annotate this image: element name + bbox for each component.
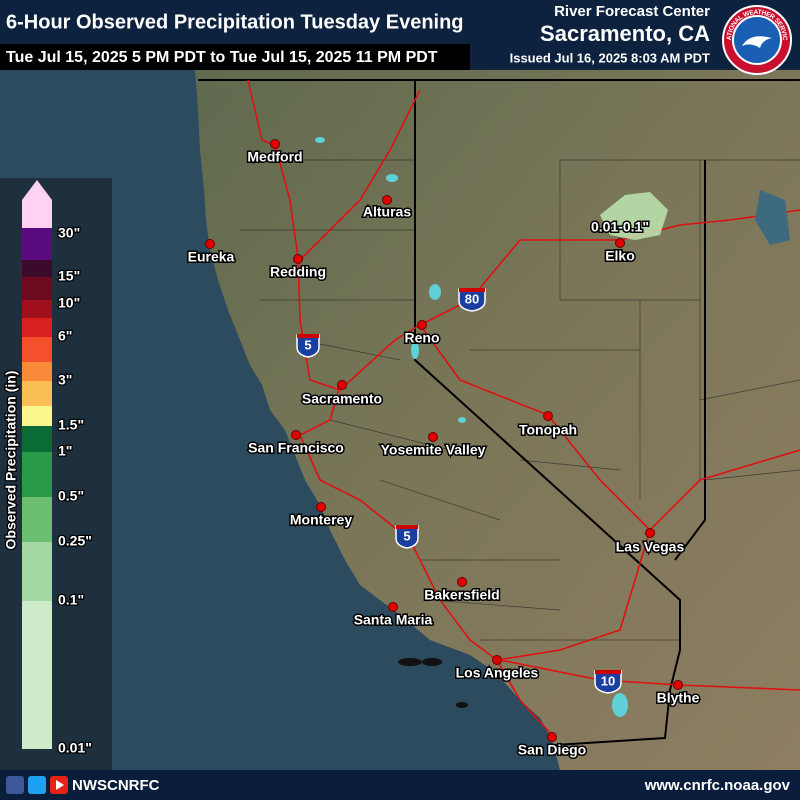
shield-label: 5 (403, 528, 410, 543)
city-label: Los Angeles (456, 665, 539, 681)
highway-shields: 5 80 5 10 (296, 288, 622, 694)
city-label: Sacramento (302, 391, 382, 407)
city-label: Las Vegas (616, 539, 685, 555)
legend-label: 0.5" (58, 488, 84, 504)
center-name: Sacramento, CA (540, 21, 710, 46)
precip-annotation: 0.01-0.1" (591, 219, 649, 235)
city-label: Blythe (657, 690, 700, 706)
city-marker (543, 411, 553, 421)
shield-label: 80 (465, 291, 479, 306)
legend-label: 3" (58, 372, 72, 388)
social-icons[interactable] (6, 776, 68, 794)
legend-label: 0.1" (58, 592, 84, 608)
islands (398, 658, 468, 708)
city-marker (673, 680, 683, 690)
city-marker (428, 432, 438, 442)
city-marker (388, 602, 398, 612)
city-marker (615, 238, 625, 248)
legend-label: 30" (58, 225, 80, 241)
city-marker (457, 577, 467, 587)
legend-label: 0.25" (58, 533, 92, 549)
legend-title: Observed Precipitation (in) (3, 371, 19, 550)
city-marker (645, 528, 655, 538)
lakes (315, 137, 628, 717)
legend-label: 6" (58, 328, 72, 344)
shield: 80 (458, 288, 486, 312)
shield: 5 (395, 525, 419, 549)
city-label: Alturas (363, 204, 411, 220)
land (195, 68, 800, 770)
city-marker (492, 655, 502, 665)
city-marker (316, 502, 326, 512)
city-label: Medford (247, 149, 302, 165)
city-label: Yosemite Valley (381, 442, 486, 458)
city-label: Eureka (188, 249, 235, 265)
period-bar (0, 44, 470, 70)
center-label: River Forecast Center (554, 3, 710, 20)
city-marker (270, 139, 280, 149)
legend-labels: 30" 15" 10" 6" 3" 1.5" 1" 0.5" 0.25" 0.1… (57, 223, 93, 757)
salt-lake (755, 190, 790, 245)
shield: 10 (594, 670, 622, 694)
city-label: Redding (270, 264, 326, 280)
legend-panel (0, 178, 112, 770)
city-label: Bakersfield (424, 587, 499, 603)
precip-area (600, 192, 668, 240)
city-marker (547, 732, 557, 742)
legend-label: 0.01" (58, 740, 92, 756)
shield-label: 5 (304, 337, 311, 352)
legend-label: 1.5" (58, 417, 84, 433)
city-marker (417, 320, 427, 330)
city-label: Tonopah (519, 422, 577, 438)
legend-scale (22, 180, 52, 749)
city-marker (382, 195, 392, 205)
city-label: San Diego (518, 742, 586, 758)
city-label: Monterey (290, 512, 352, 528)
cities: Medford Eureka Alturas Redding Reno Sacr… (186, 139, 701, 759)
city-marker (291, 430, 301, 440)
issued: Issued Jul 16, 2025 8:03 AM PDT (510, 50, 710, 65)
city-label: San Francisco (248, 440, 344, 456)
city-marker (337, 380, 347, 390)
twitter-icon[interactable] (28, 776, 46, 794)
period: Tue Jul 15, 2025 5 PM PDT to Tue Jul 15,… (6, 49, 438, 66)
county-lines (240, 159, 800, 641)
city-marker (205, 239, 215, 249)
city-label: Elko (605, 248, 635, 264)
city-label: Reno (405, 330, 440, 346)
title: 6-Hour Observed Precipitation Tuesday Ev… (6, 11, 464, 33)
city-label: Santa Maria (354, 612, 433, 628)
social-handle: NWSCNRFC (72, 777, 160, 794)
website[interactable]: www.cnrfc.noaa.gov (644, 777, 791, 794)
shield-label: 10 (601, 673, 615, 688)
legend-label: 10" (58, 295, 80, 311)
footer-bar (0, 770, 800, 800)
facebook-icon[interactable] (6, 776, 24, 794)
state-borders (198, 79, 800, 746)
legend-label: 1" (58, 443, 72, 459)
shield: 5 (296, 334, 320, 358)
city-marker (293, 254, 303, 264)
legend-label: 15" (58, 268, 80, 284)
